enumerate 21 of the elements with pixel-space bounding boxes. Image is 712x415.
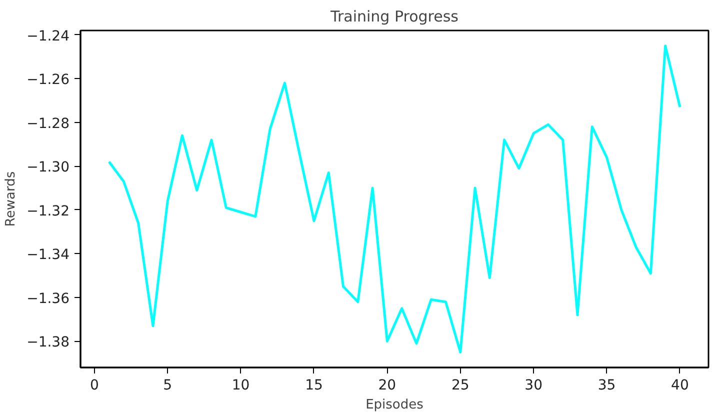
x-axis-title: Episodes [366,398,424,412]
x-tick-label: 5 [163,378,172,394]
x-tick-label: 40 [671,378,689,394]
line-series [108,44,682,354]
y-tick-label: −1.30 [26,160,70,176]
y-axis-title: Rewards [4,171,19,227]
x-tick-label: 15 [305,378,323,394]
y-tick-label: −1.24 [26,28,70,44]
chart-title: Training Progress [330,8,459,26]
y-tick-label: −1.32 [26,203,70,220]
y-tick-label: −1.36 [26,290,70,307]
x-tick-label: 10 [232,378,250,394]
x-tick-label: 20 [378,378,396,394]
x-tick-label: 30 [524,378,542,394]
y-tick-label: −1.28 [26,116,70,132]
y-tick-label: −1.34 [26,247,70,264]
x-tick-label: 25 [451,378,470,394]
x-tick-label: 0 [90,378,99,394]
y-tick-label: −1.26 [26,72,70,88]
y-tick-label: −1.38 [26,334,70,351]
x-tick-label: 35 [598,378,616,394]
